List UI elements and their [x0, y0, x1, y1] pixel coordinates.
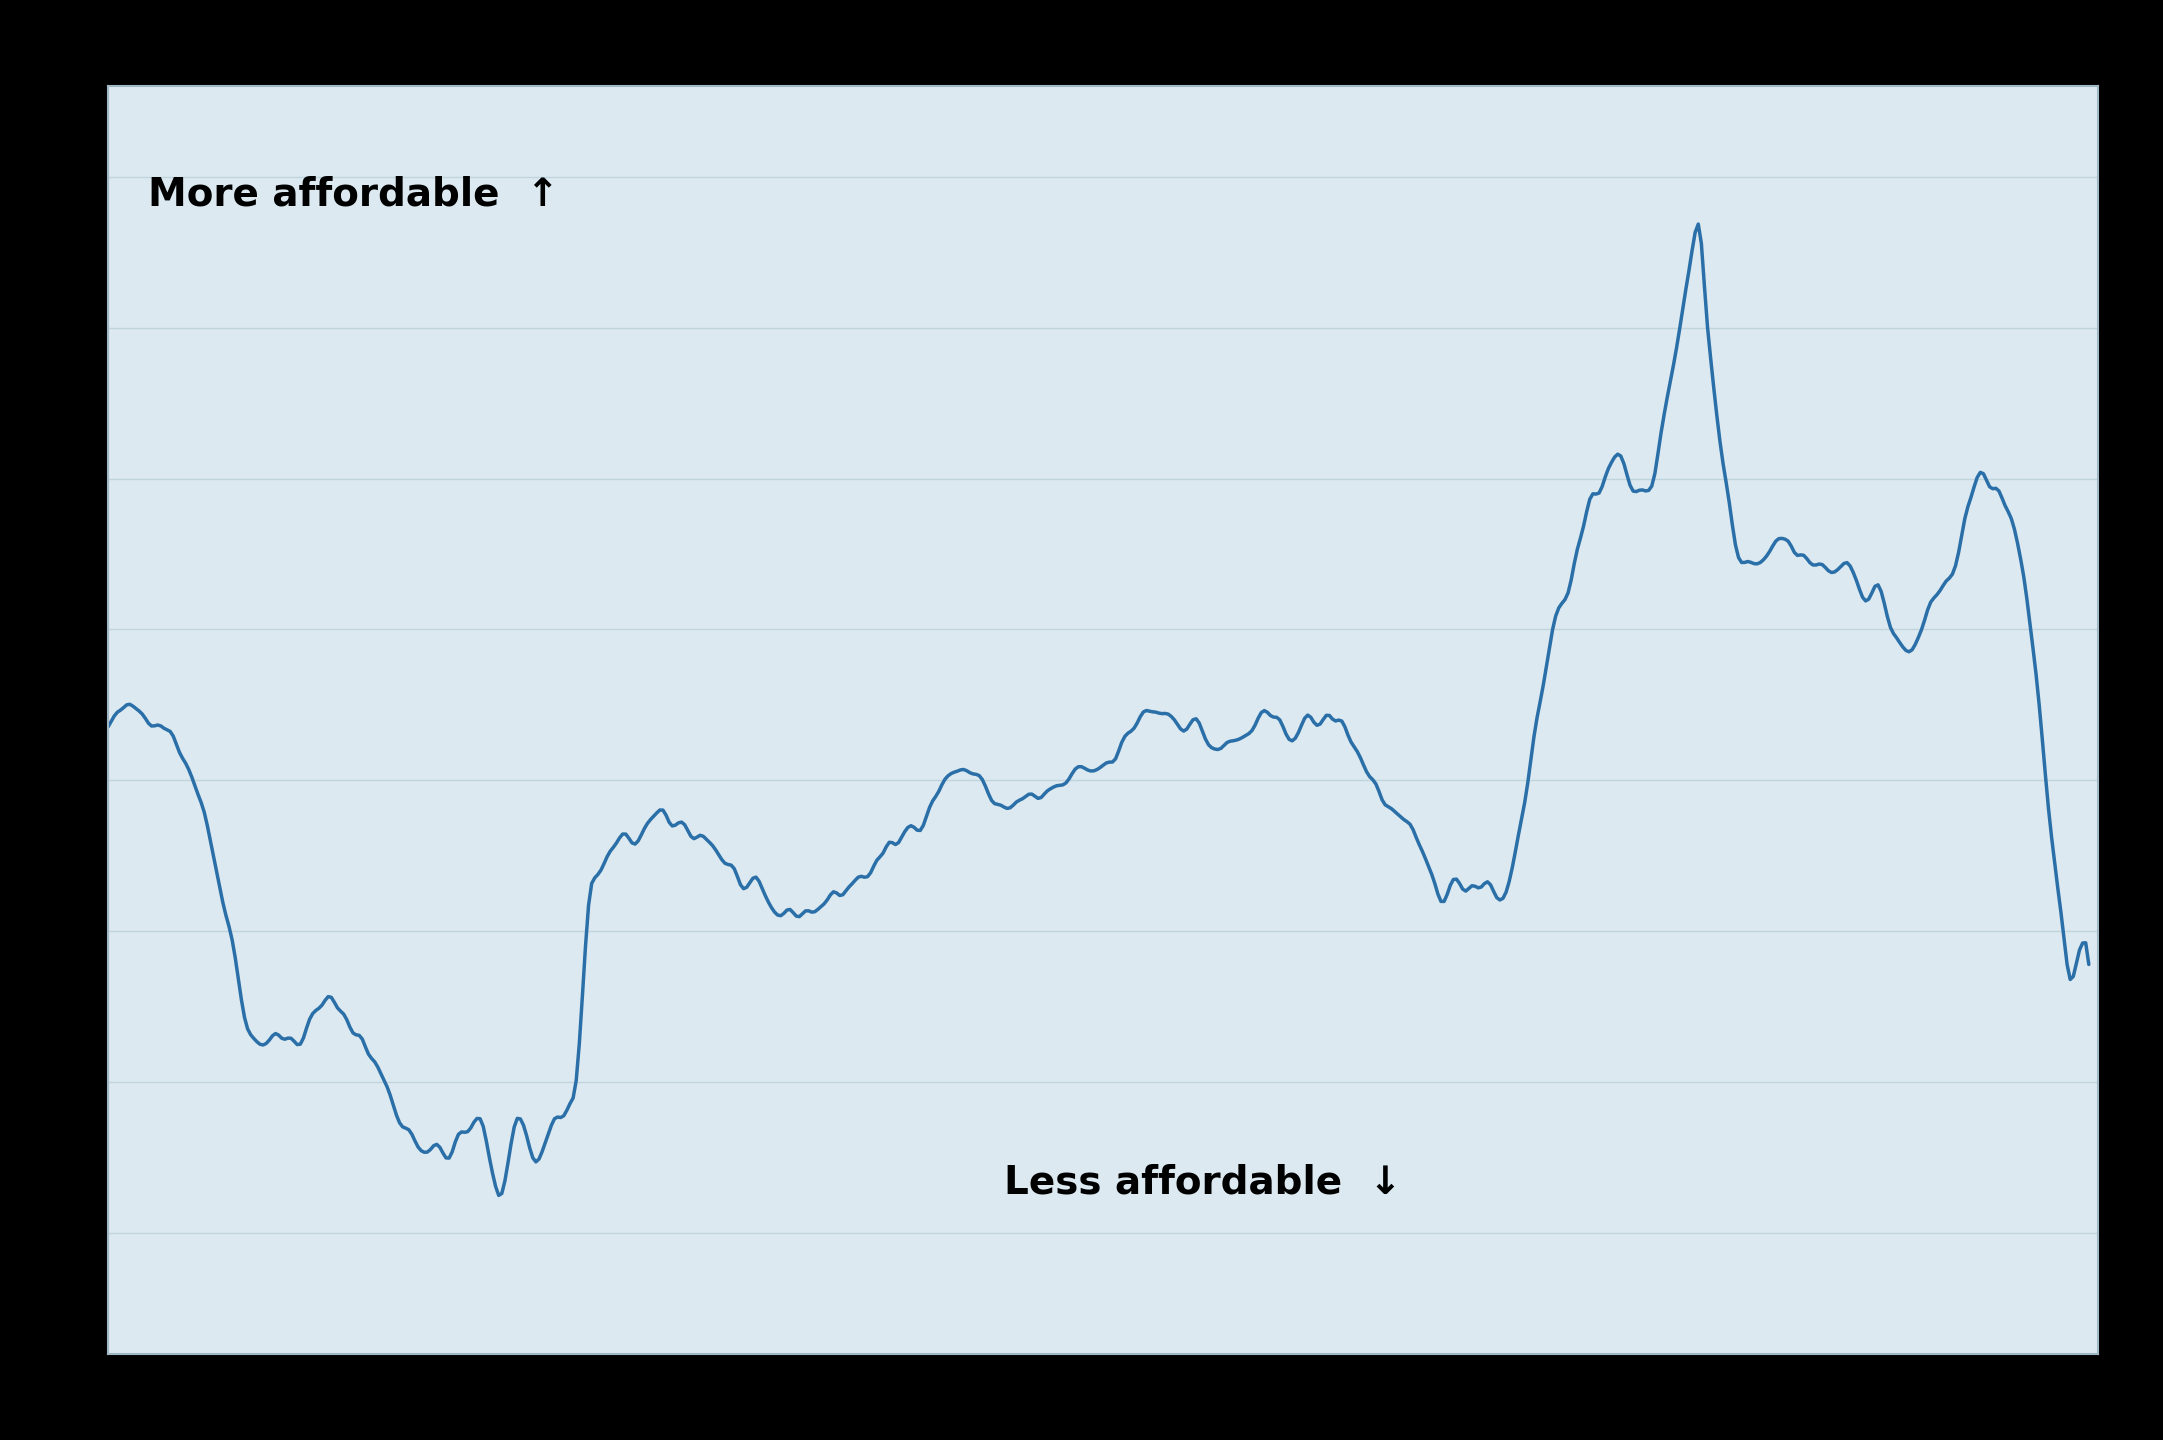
- Text: Less affordable  ↓: Less affordable ↓: [1004, 1164, 1402, 1201]
- Text: More affordable  ↑: More affordable ↑: [147, 176, 558, 213]
